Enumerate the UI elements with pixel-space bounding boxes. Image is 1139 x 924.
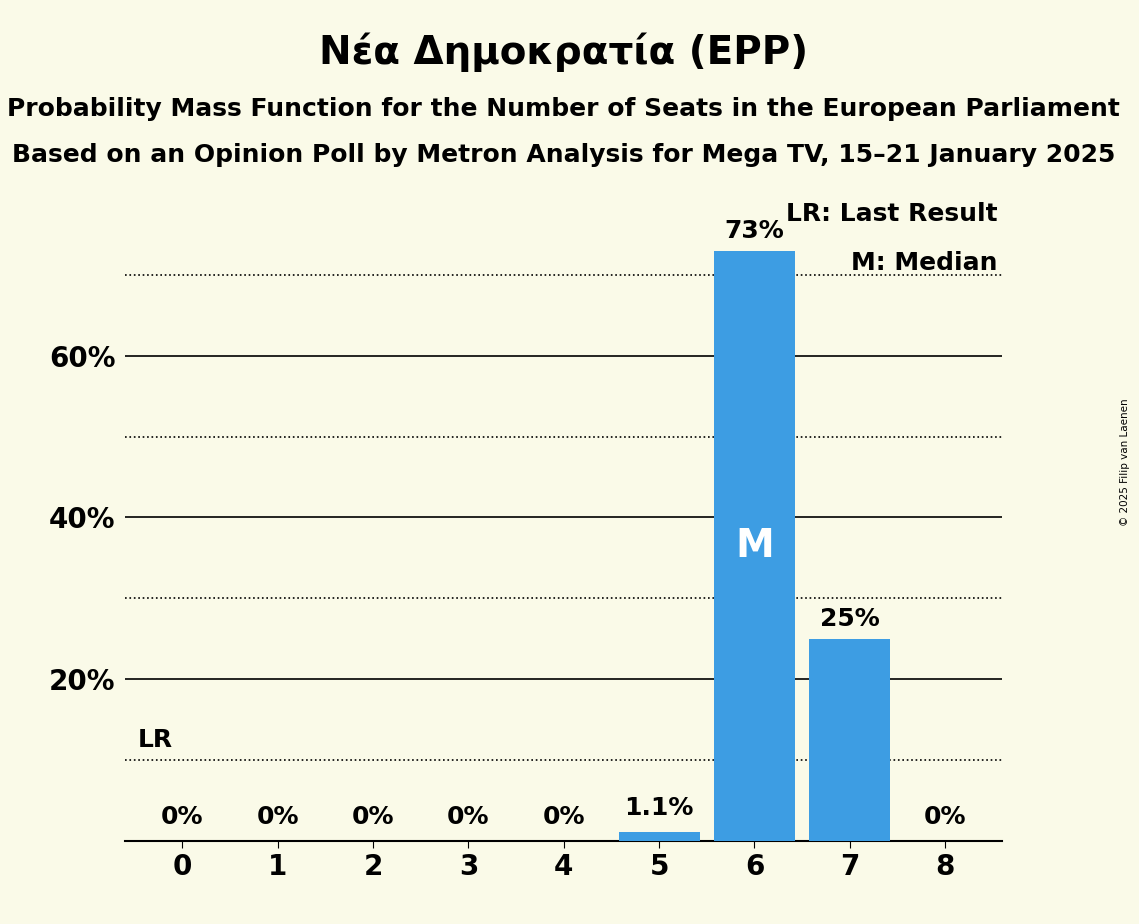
Text: LR: Last Result: LR: Last Result xyxy=(786,202,998,226)
Text: Νέα Δημοκρατία (EPP): Νέα Δημοκρατία (EPP) xyxy=(319,32,809,72)
Text: Probability Mass Function for the Number of Seats in the European Parliament: Probability Mass Function for the Number… xyxy=(7,97,1121,121)
Text: LR: LR xyxy=(138,728,173,752)
Text: © 2025 Filip van Laenen: © 2025 Filip van Laenen xyxy=(1120,398,1130,526)
Text: 73%: 73% xyxy=(724,219,785,242)
Text: 0%: 0% xyxy=(924,805,966,829)
Text: M: M xyxy=(735,527,773,565)
Text: 25%: 25% xyxy=(820,607,879,630)
Text: 0%: 0% xyxy=(256,805,300,829)
Text: 0%: 0% xyxy=(448,805,490,829)
Text: 0%: 0% xyxy=(352,805,394,829)
Text: Based on an Opinion Poll by Metron Analysis for Mega TV, 15–21 January 2025: Based on an Opinion Poll by Metron Analy… xyxy=(13,143,1115,167)
Bar xyxy=(714,250,795,841)
Text: 0%: 0% xyxy=(542,805,585,829)
Bar xyxy=(618,832,699,841)
Bar xyxy=(810,638,891,841)
Text: M: Median: M: Median xyxy=(851,250,998,274)
Text: 1.1%: 1.1% xyxy=(624,796,694,820)
Text: 0%: 0% xyxy=(162,805,204,829)
